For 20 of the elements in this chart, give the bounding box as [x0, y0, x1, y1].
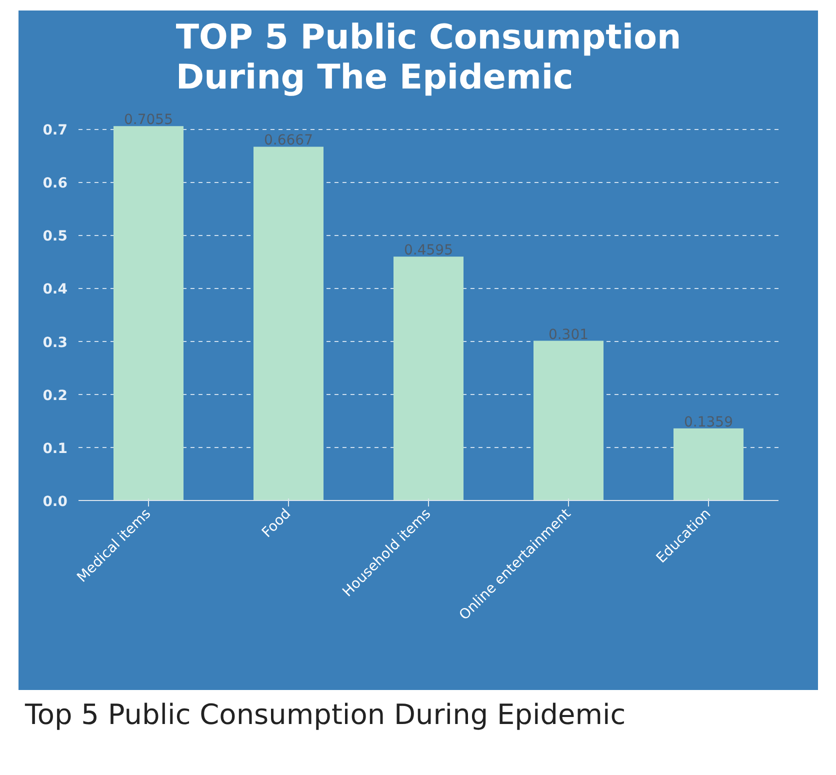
chart-title: TOP 5 Public Consumption During The Epidemic [176, 18, 682, 98]
y-tick-label: 0.6 [42, 176, 68, 192]
y-tick-label: 0.7 [42, 122, 68, 139]
bar [254, 146, 324, 500]
data-label: 0.7055 [124, 112, 174, 128]
y-tick-label: 0.1 [42, 440, 68, 457]
data-label: 0.301 [548, 326, 589, 343]
y-tick-label: 0.0 [42, 494, 68, 510]
bar [394, 256, 464, 500]
y-tick-label: 0.4 [42, 282, 68, 298]
y-tick-label: 0.2 [42, 388, 68, 404]
y-tick-label: 0.3 [42, 334, 68, 351]
bar [534, 340, 604, 500]
data-label: 0.4595 [404, 242, 454, 259]
data-label: 0.6667 [264, 132, 314, 149]
bar [674, 428, 744, 500]
data-label: 0.1359 [684, 414, 734, 430]
bar [114, 126, 184, 500]
y-tick-label: 0.5 [42, 228, 68, 245]
text: Top 5 Public Consumption During Epidemic [25, 697, 626, 733]
